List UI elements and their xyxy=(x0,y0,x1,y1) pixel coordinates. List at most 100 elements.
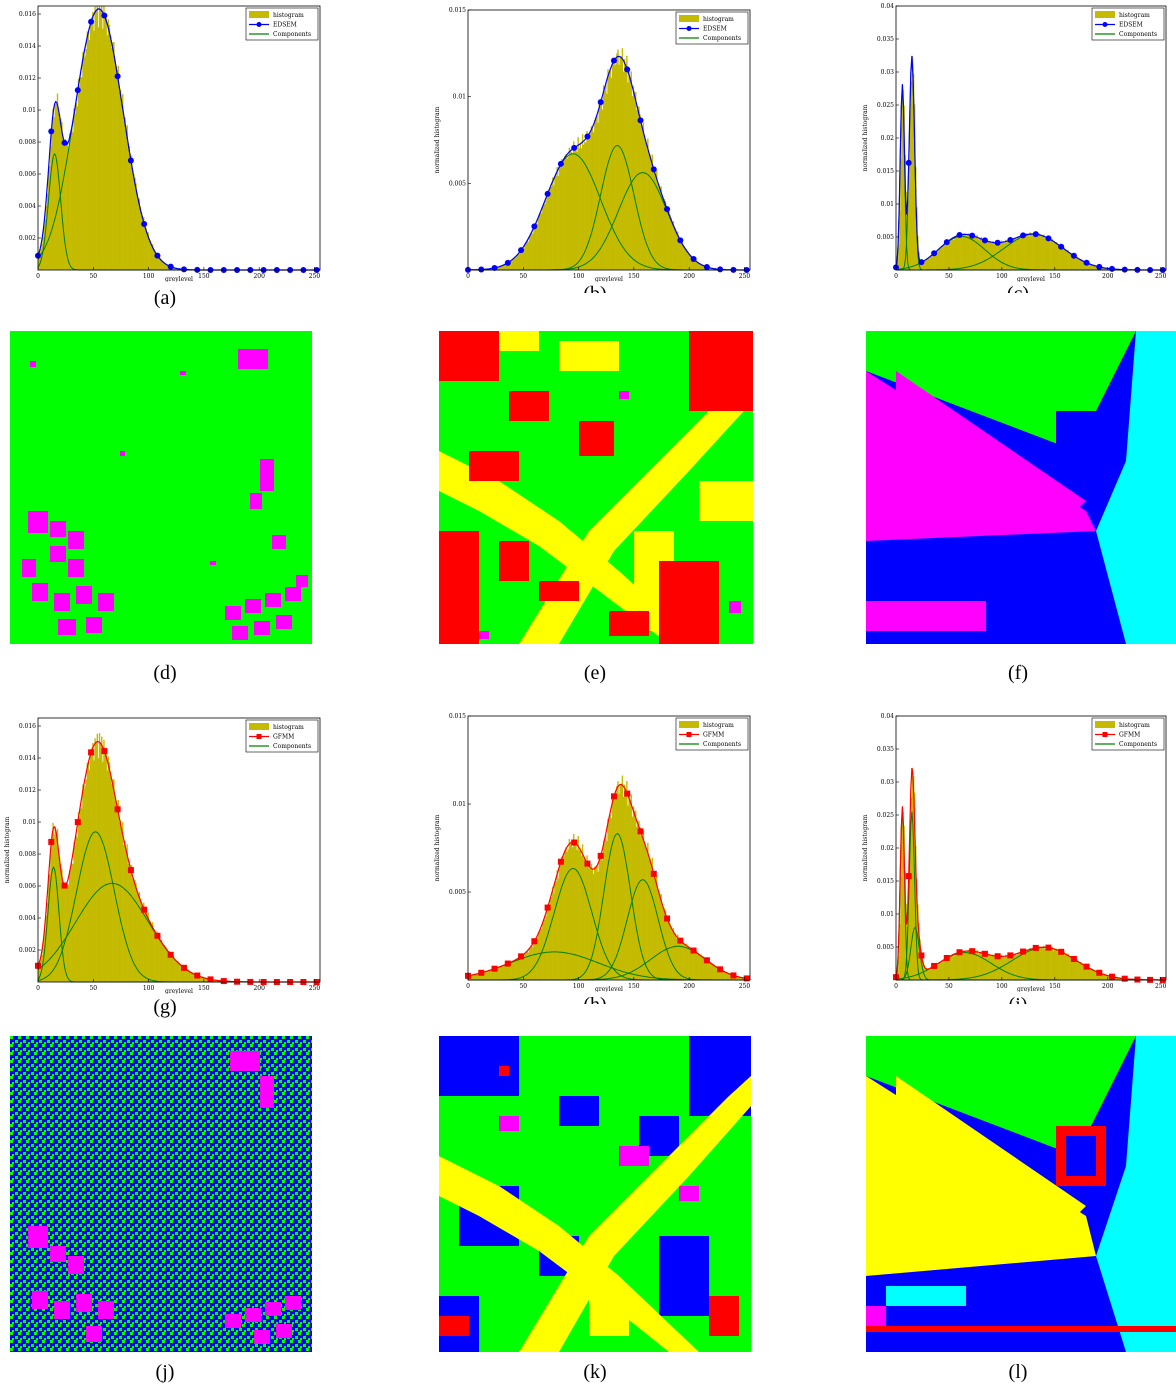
histogram-bar xyxy=(489,970,491,980)
histogram-bar xyxy=(50,145,52,270)
histogram-bar xyxy=(187,969,189,982)
histogram-bar xyxy=(516,254,519,270)
histogram-bar xyxy=(675,938,678,980)
histogram-bar xyxy=(502,966,504,980)
histogram-bar xyxy=(76,837,79,982)
histogram-bar xyxy=(529,947,532,980)
histogram-bar xyxy=(661,195,663,270)
histogram-bar xyxy=(956,952,958,980)
histogram-bar xyxy=(1042,235,1044,270)
histogram-bar xyxy=(627,82,629,270)
y-axis-label: normalized histogram xyxy=(862,104,869,171)
histogram-bar xyxy=(1033,232,1036,270)
x-tick-label: 50 xyxy=(519,273,527,280)
histogram-bar xyxy=(1020,234,1023,270)
histogram-bar xyxy=(493,969,495,980)
mixture-marker xyxy=(531,223,538,230)
histogram-bar xyxy=(570,151,573,270)
histogram-bar xyxy=(165,947,167,982)
histogram-bar xyxy=(710,268,712,270)
histogram-bar xyxy=(571,154,574,270)
histogram-bar xyxy=(560,159,563,270)
histogram-bar xyxy=(963,950,966,980)
histogram-bar xyxy=(1062,952,1064,980)
histogram-bar xyxy=(73,842,75,982)
histogram-bar xyxy=(965,235,968,270)
histogram-bar xyxy=(522,248,524,270)
histogram-bar xyxy=(674,228,677,270)
histogram-bar xyxy=(972,949,974,980)
histogram-bar xyxy=(716,966,719,980)
histogram-bar xyxy=(926,969,929,980)
histogram-bar xyxy=(63,886,65,982)
histogram-bar xyxy=(936,964,938,980)
histogram-bar xyxy=(961,953,964,980)
histogram-bar xyxy=(974,951,976,980)
histogram-bar xyxy=(1083,261,1085,270)
histogram-bar xyxy=(1026,950,1028,980)
histogram-bar xyxy=(55,103,58,270)
histogram-bar xyxy=(907,911,910,980)
histogram-bar xyxy=(576,151,578,270)
mixture-marker xyxy=(101,12,108,19)
histogram-bar xyxy=(920,949,922,980)
histogram-plot-a: 0 50 100 150 200 250 0.002 0.004 0.006 0.008 0.01 0… xyxy=(0,0,330,283)
histogram-bar xyxy=(96,6,99,270)
histogram-bar xyxy=(1023,950,1025,980)
mixture-marker xyxy=(624,66,631,73)
histogram-bar xyxy=(1058,950,1060,980)
histogram-bar xyxy=(634,92,637,270)
histogram-bar xyxy=(702,956,704,980)
histogram-bar xyxy=(147,232,149,270)
histogram-bar xyxy=(944,960,947,980)
histogram-bar xyxy=(927,969,930,980)
histogram-bar xyxy=(942,959,944,980)
mixture-marker xyxy=(650,870,657,877)
histogram-bar xyxy=(1016,953,1019,980)
histogram-bar xyxy=(1085,262,1087,270)
histogram-bar xyxy=(1054,948,1057,980)
histogram-bar xyxy=(992,954,994,980)
histogram-bar xyxy=(581,134,584,270)
mixture-marker xyxy=(504,259,511,266)
histogram-bar xyxy=(91,17,93,271)
legend-entry: histogram xyxy=(273,12,304,19)
histogram-bar xyxy=(53,117,55,270)
histogram-bar xyxy=(158,938,160,982)
histogram-bar xyxy=(1089,264,1092,270)
histogram-bar xyxy=(1000,240,1003,270)
histogram-bar xyxy=(216,980,218,982)
histogram-bar xyxy=(82,52,84,270)
histogram-bar xyxy=(47,170,50,270)
histogram-bar xyxy=(1042,947,1044,980)
histogram-bar xyxy=(910,81,913,270)
histogram-bar xyxy=(86,762,89,982)
histogram-bar xyxy=(589,133,592,270)
histogram-bar xyxy=(591,868,594,980)
mixture-marker xyxy=(167,263,174,270)
histogram-bar xyxy=(1041,947,1043,980)
histogram-bar xyxy=(151,244,154,270)
histogram-bar xyxy=(702,265,704,270)
histogram-bar xyxy=(102,761,104,982)
histogram-bar xyxy=(611,798,614,980)
histogram-bar xyxy=(49,874,51,982)
histogram-bar xyxy=(658,184,660,270)
y-tick-label: 0.01 xyxy=(881,201,894,208)
histogram-bar xyxy=(474,974,477,980)
histogram-bar xyxy=(518,253,521,270)
histogram-bar xyxy=(648,858,650,980)
histogram-bar xyxy=(1008,241,1010,270)
histogram-bar xyxy=(217,980,219,982)
histogram-bar xyxy=(537,217,540,270)
histogram-bar xyxy=(620,783,623,980)
histogram-bar xyxy=(633,810,636,980)
histogram-bar xyxy=(586,130,588,270)
histogram-bar xyxy=(916,878,918,980)
mixture-marker xyxy=(905,873,912,880)
histogram-bar xyxy=(518,958,521,980)
y-tick-label: 0.035 xyxy=(877,36,894,43)
histogram-bar xyxy=(161,260,164,270)
histogram-bar xyxy=(740,977,742,980)
histogram-bar xyxy=(549,899,552,980)
